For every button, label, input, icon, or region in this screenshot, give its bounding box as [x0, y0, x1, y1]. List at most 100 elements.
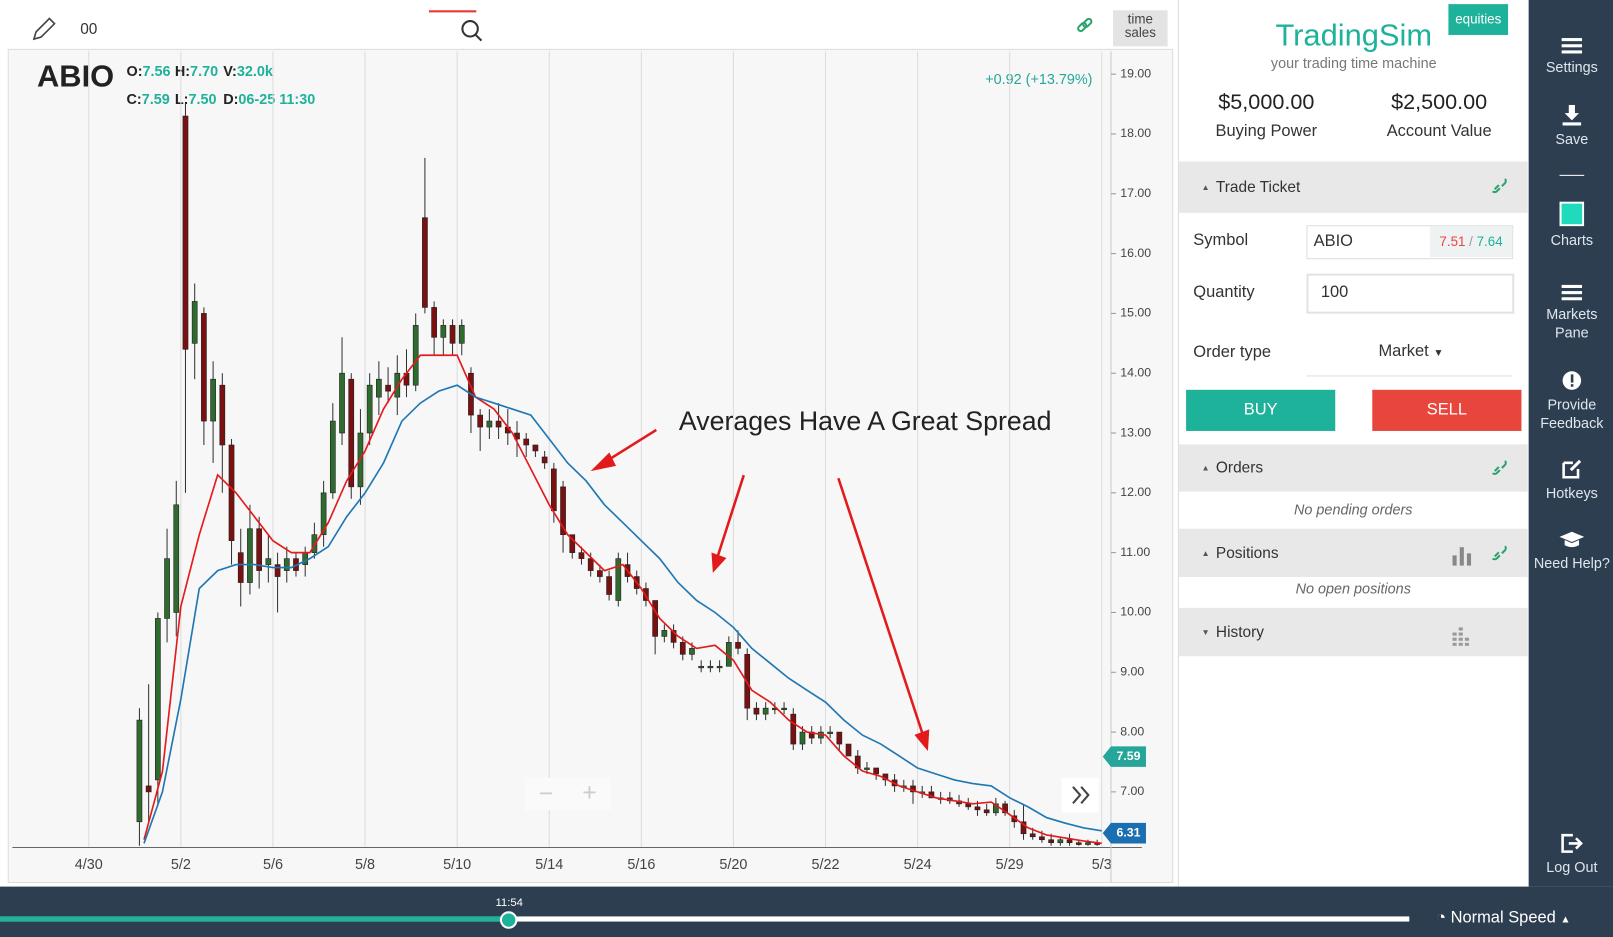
- quantity-input[interactable]: [1306, 273, 1515, 314]
- playback-time: 11:54: [495, 896, 523, 910]
- positions-header[interactable]: ▲ Positions: [1178, 528, 1528, 578]
- scroll-end-icon: [1072, 786, 1090, 804]
- change: +0.92 (+13.79%): [985, 72, 1092, 88]
- pencil-icon[interactable]: [32, 17, 56, 41]
- annotation: Averages Have A Great Spread: [679, 406, 1052, 436]
- sidebar-item[interactable]: Log Out: [1529, 833, 1613, 876]
- icon: [1561, 833, 1583, 853]
- candle-body: [1039, 836, 1045, 841]
- field: O:7.56: [127, 64, 171, 80]
- link-icon[interactable]: [1491, 177, 1510, 196]
- candle-body: [587, 558, 594, 571]
- symbol-value: ABIO: [1313, 232, 1353, 250]
- time-sales-label[interactable]: time sales: [1124, 12, 1156, 41]
- y-tick-label: 11.00: [1120, 545, 1150, 559]
- search-bar[interactable]: [8, 4, 500, 48]
- link-icon[interactable]: [1491, 459, 1510, 478]
- order-type-label: Order type: [1193, 343, 1272, 362]
- playback-knob[interactable]: [499, 911, 518, 929]
- zoom-in[interactable]: +: [582, 780, 596, 807]
- icon: [1561, 38, 1583, 54]
- zoom-out[interactable]: −: [539, 781, 553, 808]
- candle-body: [1075, 842, 1082, 845]
- candle-body: [191, 301, 198, 344]
- y-tick-label: 7.00: [1120, 784, 1144, 798]
- icon: [1561, 284, 1583, 301]
- candle-body: [477, 414, 484, 428]
- trade-ticket-title: Trade Ticket: [1215, 178, 1301, 196]
- moving-average: [143, 354, 1102, 845]
- field: D:06-25 11:30: [223, 92, 315, 108]
- candle-body: [781, 707, 787, 711]
- sidebar-label: Save: [1555, 130, 1589, 148]
- candle-body: [606, 576, 612, 595]
- candle-body: [265, 558, 272, 565]
- field: L:7.50: [175, 92, 217, 108]
- candle-body: [431, 307, 437, 338]
- candle-body: [716, 665, 723, 669]
- sidebar-item[interactable]: Need Help?: [1529, 531, 1613, 572]
- candle-body: [182, 115, 189, 350]
- candle-body: [283, 558, 290, 571]
- candle-body: [385, 384, 391, 392]
- sidebar-item[interactable]: Hotkeys: [1529, 459, 1613, 502]
- candle-body: [670, 630, 677, 643]
- positions-chart-icon[interactable]: [1452, 545, 1474, 566]
- trade-ticket-header[interactable]: ▲ Trade Ticket: [1178, 161, 1528, 213]
- orders-title: Orders: [1215, 459, 1264, 477]
- y-tick-label: 10.00: [1120, 605, 1151, 619]
- order-type-underline: [1306, 375, 1513, 377]
- candle-body: [1048, 839, 1054, 844]
- quote-box: 7.51 / 7.64: [1429, 226, 1513, 258]
- account-value-label: Account Value: [1386, 122, 1492, 140]
- y-tick-label: 13.00: [1120, 425, 1151, 439]
- brand-subtitle: your trading time machine: [1270, 54, 1437, 71]
- field-value: 7.50: [188, 92, 216, 108]
- candle-body: [836, 731, 843, 745]
- y-tick-label: 15.00: [1120, 306, 1151, 320]
- sidebar-item[interactable]: Settings: [1529, 37, 1613, 76]
- brand-title: TradingSim: [1275, 18, 1433, 53]
- y-tick-label: 16.00: [1120, 246, 1151, 260]
- sidebar-item[interactable]: Markets Pane: [1529, 284, 1613, 342]
- history-icon[interactable]: [1450, 625, 1471, 646]
- sidebar-item[interactable]: Provide Feedback: [1529, 370, 1613, 432]
- buying-power: $5,000.00: [1218, 90, 1315, 115]
- sidebar-item[interactable]: Charts: [1529, 201, 1613, 249]
- sidebar-item[interactable]: Save: [1529, 104, 1613, 148]
- candle-body: [274, 564, 281, 577]
- x-tick-label: 5/24: [904, 857, 932, 873]
- search-input[interactable]: 00: [80, 21, 97, 38]
- sidebar: [1528, 0, 1613, 887]
- candle-body: [661, 630, 668, 637]
- caret: ▲: [1201, 182, 1210, 192]
- search-icon[interactable]: [461, 20, 483, 42]
- buy-button[interactable]: BUY: [1186, 389, 1336, 431]
- sidebar-label: Hotkeys: [1545, 484, 1598, 501]
- caret: ▲: [1201, 463, 1210, 473]
- x-tick-label: 5/2: [171, 857, 191, 873]
- orders-empty: No pending orders: [1294, 500, 1413, 518]
- x-tick-label: 5/6: [263, 857, 283, 873]
- time-sales-button[interactable]: [1113, 10, 1168, 47]
- sell-button[interactable]: SELL: [1372, 389, 1522, 431]
- link-icon[interactable]: [1491, 544, 1510, 563]
- playback-progress: [0, 916, 509, 922]
- speed-control[interactable]: ◔ Normal Speed ▲: [1436, 909, 1571, 927]
- moving-average: [143, 384, 1102, 844]
- field-value: 7.56: [143, 64, 171, 80]
- y-tick-label: 9.00: [1120, 665, 1144, 679]
- order-type[interactable]: Market ▼: [1378, 343, 1443, 362]
- icon: [1562, 459, 1582, 479]
- candle-body: [329, 420, 336, 494]
- sidebar-label: Settings: [1545, 58, 1598, 76]
- chart: 00 time sales ABIO O:7.56 H:7.70 V:32.0k C:…: [7, 4, 1174, 884]
- account-value: $2,500.00: [1391, 90, 1488, 115]
- orders-header[interactable]: ▲ Orders: [1178, 444, 1528, 492]
- playback-track[interactable]: [0, 916, 1410, 922]
- field-value: 06-25 11:30: [238, 92, 315, 108]
- history-header[interactable]: ▼ History: [1178, 607, 1528, 657]
- link-icon[interactable]: [1077, 17, 1093, 33]
